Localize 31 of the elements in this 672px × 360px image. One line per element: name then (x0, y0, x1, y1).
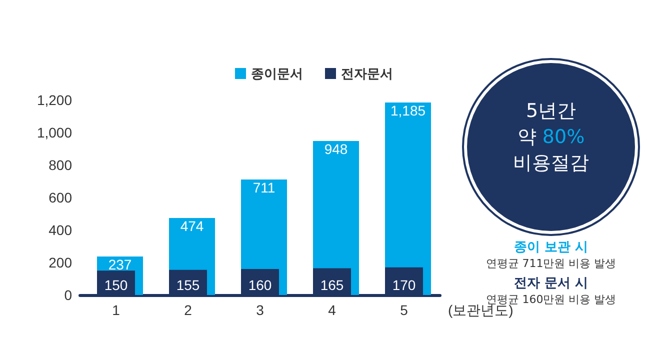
text: 5년간 (524, 99, 578, 124)
legend-label: 종이문서 (251, 66, 303, 81)
data-label: 711 (252, 179, 276, 196)
text: 약 80% (517, 126, 585, 148)
x-tick-label: 3 (256, 302, 264, 318)
x-tick-label: 5 (400, 302, 408, 318)
text: 연평균 160만원 비용 발생 (486, 292, 618, 306)
data-label: 170 (392, 277, 416, 293)
data-label: 160 (248, 277, 272, 293)
text: 연평균 711만원 비용 발생 (484, 256, 618, 271)
x-tick-label: 4 (328, 302, 336, 318)
x-tick-label: 2 (184, 302, 192, 318)
data-label: 1,185 (390, 102, 426, 118)
y-tick-label: 400 (48, 222, 72, 238)
y-tick-label: 0 (64, 287, 72, 303)
data-label: 474 (180, 218, 204, 234)
data-label: 165 (320, 277, 344, 293)
data-label: 150 (104, 277, 128, 293)
y-tick-label: 600 (48, 190, 72, 206)
legend-label: 전자문서 (341, 66, 393, 81)
text: 종이 보관 시 (512, 239, 590, 256)
y-tick-label: 1,200 (36, 92, 72, 108)
y-tick-label: 800 (48, 157, 72, 173)
data-label: 948 (324, 140, 348, 157)
data-label: 155 (176, 277, 200, 293)
y-tick-label: 1,000 (36, 124, 72, 140)
text: 비용절감 (512, 151, 590, 176)
y-tick-label: 200 (48, 254, 72, 270)
data-label: 237 (108, 256, 132, 272)
text: 전자 문서 시 (512, 275, 590, 292)
x-tick-label: 1 (112, 302, 120, 318)
